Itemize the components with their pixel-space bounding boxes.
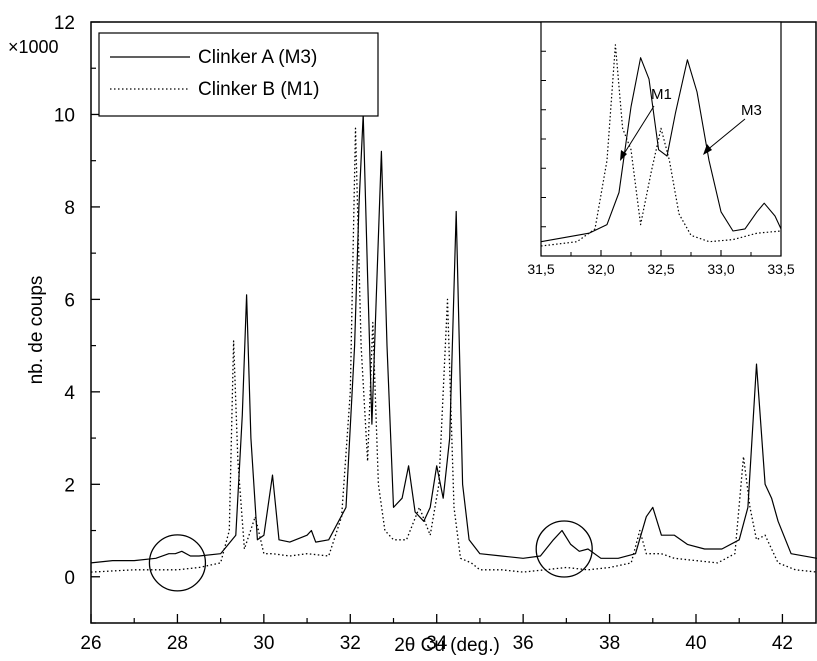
x-tick-label: 34 [426, 633, 448, 654]
inset-label-m3: M3 [741, 102, 762, 119]
inset-x-axis-ticks: 31,5 32,0 32,5 33,0 33,5 [527, 250, 795, 277]
legend: Clinker A (M3) Clinker B (M1) [98, 32, 379, 117]
inset-arrow-m1 [621, 105, 655, 158]
y-tick-label: 12 [54, 13, 75, 34]
inset-x-tick-label: 33,5 [767, 261, 794, 277]
y-tick-label: 10 [54, 105, 75, 126]
y-tick-label: 4 [64, 383, 75, 404]
inset-y-axis-ticks [541, 50, 546, 228]
x-tick-label: 32 [340, 633, 361, 654]
inset-labels: M1 M3 [620, 86, 762, 161]
legend-box [98, 32, 379, 117]
inset-series-group [540, 44, 782, 247]
annotation-circle-1 [148, 534, 207, 592]
inset-x-tick-label: 32,5 [647, 261, 674, 277]
y-tick-label: 2 [64, 475, 75, 496]
annotations-group [148, 520, 593, 592]
legend-entry-clinker-a: Clinker A (M3) [198, 47, 317, 68]
annotation-circle-2 [535, 520, 593, 578]
inset-frame [540, 21, 782, 257]
main-plot: 26 28 30 32 34 36 38 40 42 0 2 4 6 8 10 12 [54, 13, 817, 654]
inset-series-m3 [540, 57, 782, 243]
inset-x-tick-label: 32,0 [587, 261, 614, 277]
y-axis-ticks: 0 2 4 6 8 10 12 [54, 13, 100, 624]
main-series-group [90, 113, 817, 573]
inset-plot: 31,5 32,0 32,5 33,0 33,5 M1 M3 [527, 21, 795, 277]
inset-x-tick-label: 31,5 [527, 261, 554, 277]
series-line-clinker-a [90, 113, 817, 564]
x-tick-label: 36 [513, 633, 534, 654]
plot-frame [90, 21, 817, 624]
inset-arrowhead-m1 [620, 150, 627, 161]
inset-label-m1: M1 [651, 86, 672, 103]
x-tick-label: 28 [167, 633, 188, 654]
x-tick-label: 42 [772, 633, 793, 654]
x-tick-label: 26 [80, 633, 101, 654]
y-axis-multiplier: ×1000 [8, 37, 59, 57]
y-tick-label: 6 [64, 290, 75, 311]
inset-x-tick-label: 33,0 [707, 261, 734, 277]
inset-arrow-m3 [705, 118, 746, 152]
x-tick-label: 38 [599, 633, 620, 654]
x-axis-ticks: 26 28 30 32 34 36 38 40 42 [80, 614, 793, 654]
y-axis-label: nb. de coups [26, 276, 47, 385]
x-tick-label: 40 [685, 633, 706, 654]
inset-arrowhead-m3 [703, 144, 712, 155]
y-tick-label: 8 [64, 198, 75, 219]
y-tick-label: 0 [64, 568, 75, 589]
x-axis-label: 2θ Cu (deg.) [394, 635, 500, 656]
legend-entry-clinker-b: Clinker B (M1) [198, 79, 319, 100]
x-tick-label: 30 [253, 633, 274, 654]
